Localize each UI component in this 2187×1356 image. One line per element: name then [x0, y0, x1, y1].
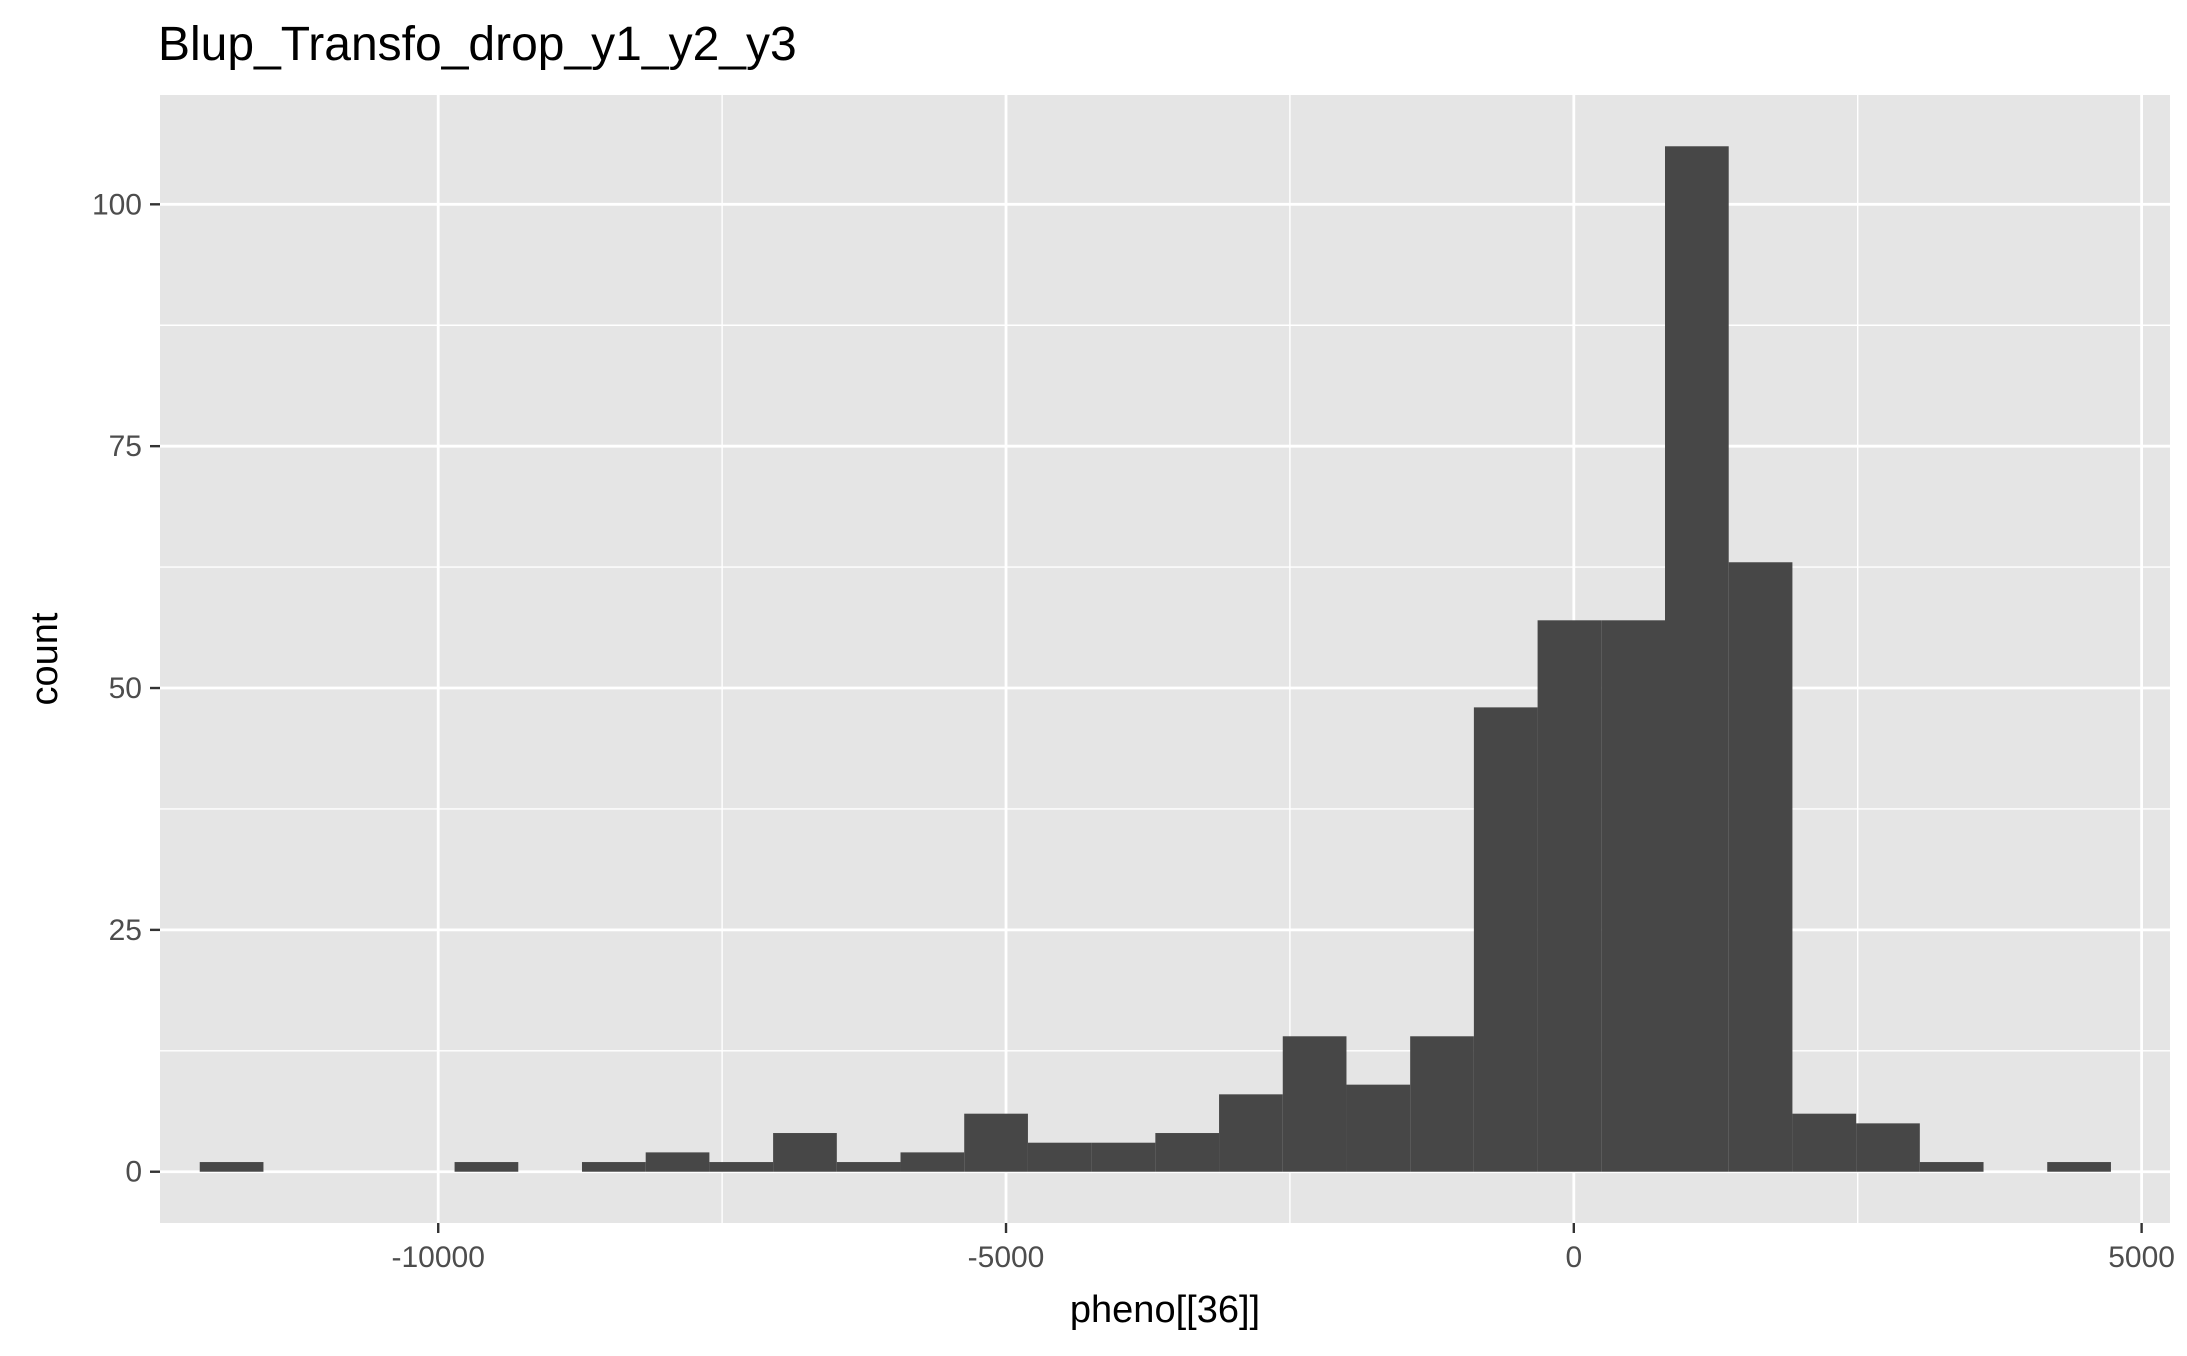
histogram-bar [964, 1113, 1028, 1172]
plot-panel [160, 95, 2170, 1223]
y-tick-label: 75 [109, 430, 142, 463]
y-tick-label: 0 [125, 1156, 142, 1189]
histogram-bar [900, 1152, 965, 1172]
histogram-bar [709, 1162, 774, 1172]
histogram-bar [1027, 1142, 1092, 1172]
histogram-bar [1537, 620, 1602, 1172]
histogram-bar [645, 1152, 710, 1172]
histogram-bar [836, 1162, 901, 1172]
y-axis-title: count [24, 612, 66, 705]
histogram-bar [1919, 1162, 1984, 1172]
histogram-bar [1091, 1142, 1156, 1172]
histogram-bar [1282, 1036, 1347, 1172]
histogram-bar [773, 1133, 837, 1172]
x-tick-label: 5000 [2108, 1241, 2175, 1274]
histogram-bar [1856, 1123, 1920, 1172]
x-tick-label: 0 [1565, 1241, 1582, 1274]
histogram-bar [199, 1162, 264, 1172]
grid-minor-lines [160, 95, 2170, 1223]
histogram-bar [1410, 1036, 1474, 1172]
histogram-bar [1665, 146, 1729, 1172]
histogram-bar [1155, 1133, 1220, 1172]
y-tick-label: 25 [109, 914, 142, 947]
histogram-bar [1219, 1094, 1283, 1172]
histogram-bar [454, 1162, 519, 1172]
histogram-bar [1346, 1084, 1411, 1172]
x-tick-label: -5000 [968, 1241, 1045, 1274]
chart-title: Blup_Transfo_drop_y1_y2_y3 [158, 18, 797, 71]
histogram-bar [1601, 620, 1666, 1172]
histogram-bar [1728, 562, 1793, 1172]
histogram-bar [1792, 1113, 1857, 1172]
histogram-bars [199, 146, 2111, 1172]
y-axis: 0 25 50 75 100 [92, 188, 160, 1189]
y-tick-label: 100 [92, 188, 142, 221]
histogram-bar [2047, 1162, 2111, 1172]
histogram-bar [581, 1162, 646, 1172]
x-axis: -10000 -5000 0 5000 [392, 1223, 2175, 1274]
y-tick-label: 50 [109, 672, 142, 705]
x-axis-title: pheno[[36]] [1070, 1289, 1260, 1331]
x-tick-label: -10000 [392, 1241, 485, 1274]
histogram-bar [1473, 707, 1538, 1172]
